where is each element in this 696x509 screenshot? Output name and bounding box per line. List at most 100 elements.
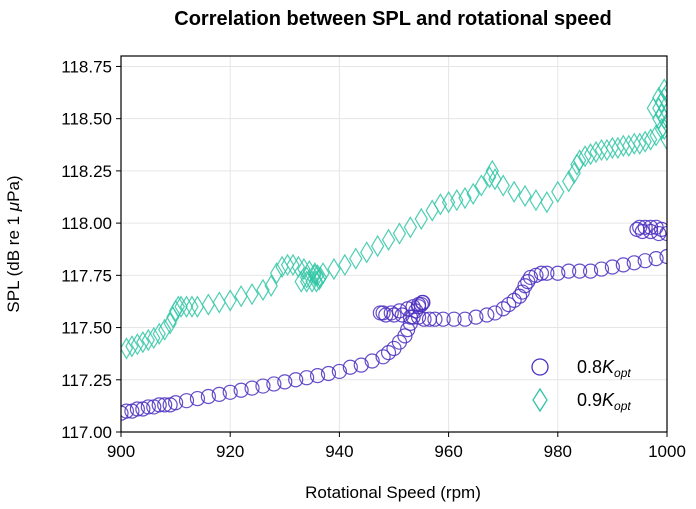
data-point-diamond bbox=[201, 293, 216, 316]
y-tick-label: 118.75 bbox=[61, 57, 112, 76]
data-point-circle bbox=[637, 253, 653, 269]
data-point-diamond bbox=[121, 337, 134, 360]
legend-label-0-prefix: 0.8 bbox=[577, 357, 602, 377]
data-point-circle bbox=[200, 388, 216, 405]
data-point-circle bbox=[643, 223, 659, 240]
data-point-diamond bbox=[316, 262, 330, 285]
data-point-circle bbox=[331, 363, 347, 380]
data-point-circle bbox=[342, 359, 358, 375]
legend: 0.8Kopt 0.9Kopt bbox=[531, 357, 631, 413]
data-point-diamond bbox=[381, 228, 396, 251]
data-point-diamond bbox=[403, 216, 418, 239]
data-point-circle bbox=[266, 376, 282, 392]
data-point-diamond bbox=[657, 117, 667, 141]
data-point-diamond bbox=[299, 266, 314, 289]
data-point-diamond bbox=[616, 134, 631, 157]
data-point-diamond bbox=[474, 174, 489, 197]
data-point-diamond bbox=[147, 326, 161, 350]
data-point-circle bbox=[468, 309, 484, 325]
y-tick-label: 118.00 bbox=[61, 214, 112, 233]
data-point-diamond bbox=[600, 138, 614, 162]
data-point-circle bbox=[378, 307, 394, 323]
data-point-diamond bbox=[594, 138, 609, 162]
data-point-diamond bbox=[578, 145, 592, 168]
data-point-circle bbox=[457, 311, 473, 327]
data-point-diamond bbox=[245, 282, 259, 306]
data-point-circle bbox=[416, 311, 432, 327]
data-point-circle bbox=[637, 219, 653, 235]
data-point-circle bbox=[320, 365, 337, 382]
data-point-circle bbox=[604, 259, 621, 275]
data-point-diamond bbox=[179, 295, 194, 318]
data-point-diamond bbox=[570, 153, 584, 176]
y-tick-label: 118.50 bbox=[61, 110, 112, 129]
y-axis-label: SPL (dB re 1 μPa) bbox=[4, 175, 23, 312]
data-point-diamond bbox=[622, 134, 636, 157]
data-point-diamond bbox=[507, 180, 521, 203]
x-tick-label: 900 bbox=[107, 442, 135, 461]
data-point-diamond bbox=[643, 128, 658, 151]
legend-label-1: 0.9Kopt bbox=[577, 390, 631, 413]
data-point-circle bbox=[211, 386, 227, 402]
data-point-diamond bbox=[466, 182, 480, 206]
data-point-circle bbox=[582, 263, 599, 279]
data-point-diamond bbox=[540, 191, 554, 214]
data-point-circle bbox=[487, 305, 503, 321]
data-point-diamond bbox=[496, 174, 510, 197]
data-point-circle bbox=[151, 397, 167, 413]
data-point-diamond bbox=[264, 274, 278, 297]
data-point-diamond bbox=[308, 264, 322, 287]
data-point-diamond bbox=[136, 331, 150, 354]
data-point-diamond bbox=[450, 188, 464, 212]
data-point-diamond bbox=[269, 262, 284, 285]
data-point-diamond bbox=[485, 159, 499, 183]
legend-marker-diamond bbox=[532, 387, 548, 413]
data-point-diamond bbox=[583, 143, 598, 166]
data-point-diamond bbox=[414, 207, 428, 231]
x-tick-label: 1000 bbox=[648, 442, 686, 461]
data-point-circle bbox=[244, 380, 260, 396]
data-point-diamond bbox=[152, 322, 166, 345]
legend-item-0: 0.8Kopt bbox=[531, 357, 631, 380]
data-point-circle bbox=[506, 292, 522, 308]
data-point-circle bbox=[140, 399, 156, 415]
data-point-circle bbox=[391, 334, 408, 350]
data-point-circle bbox=[178, 393, 195, 409]
data-point-diamond bbox=[551, 180, 565, 203]
x-tick-label: 960 bbox=[434, 442, 462, 461]
data-point-diamond bbox=[488, 168, 502, 191]
data-point-diamond bbox=[660, 111, 667, 135]
data-point-diamond bbox=[458, 186, 472, 210]
data-point-diamond bbox=[280, 253, 295, 277]
series-points bbox=[121, 78, 667, 421]
data-point-diamond bbox=[638, 130, 652, 153]
data-point-circle bbox=[364, 353, 380, 369]
data-point-circle bbox=[168, 395, 184, 411]
data-point-diamond bbox=[482, 165, 497, 189]
legend-label-0: 0.8Kopt bbox=[577, 357, 631, 380]
legend-label-1-sub: opt bbox=[614, 399, 631, 413]
data-point-circle bbox=[446, 311, 462, 327]
data-point-circle bbox=[517, 278, 533, 294]
data-point-circle bbox=[309, 368, 326, 384]
data-point-circle bbox=[402, 309, 418, 325]
data-point-diamond bbox=[286, 253, 300, 277]
legend-marker-circle bbox=[531, 358, 549, 376]
data-point-diamond bbox=[338, 253, 352, 277]
data-point-diamond bbox=[125, 335, 139, 358]
data-point-diamond bbox=[660, 128, 667, 151]
plot-frame bbox=[120, 55, 668, 433]
data-point-circle bbox=[121, 403, 135, 419]
data-point-diamond bbox=[157, 318, 172, 341]
data-point-diamond bbox=[660, 82, 667, 105]
data-point-circle bbox=[659, 248, 667, 265]
series-1 bbox=[121, 78, 667, 360]
data-point-diamond bbox=[441, 191, 456, 214]
legend-label-1-k: K bbox=[602, 390, 615, 410]
y-axis-label-prefix: SPL (dB re 1 bbox=[4, 211, 23, 312]
data-point-diamond bbox=[633, 132, 647, 155]
data-point-diamond bbox=[349, 247, 363, 270]
y-axis-label-mu: μ bbox=[4, 201, 23, 212]
data-point-diamond bbox=[562, 170, 576, 193]
